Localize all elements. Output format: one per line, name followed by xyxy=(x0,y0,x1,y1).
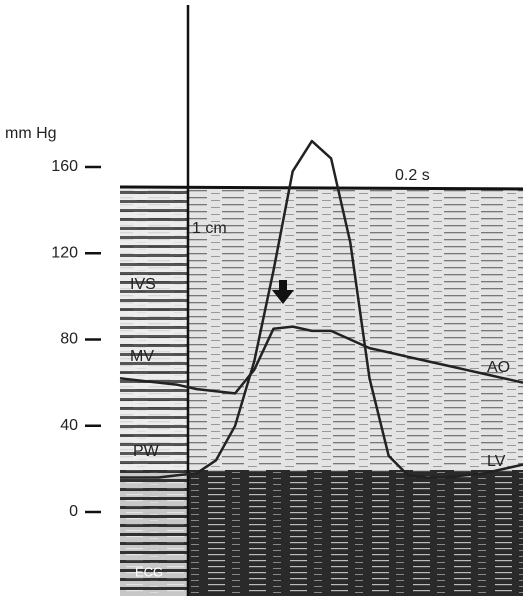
labels: mm Hg 0.2 s 1 cm IVS MV PW ECG xyxy=(5,125,430,579)
legend-entry: AO xyxy=(487,359,510,376)
time-scale-label: 0.2 s xyxy=(395,167,430,184)
y-axis-label: mm Hg xyxy=(5,125,57,142)
depth-scale-label: 1 cm xyxy=(192,220,227,237)
pressure-line xyxy=(119,325,523,395)
ecg-label: ECG xyxy=(135,564,163,579)
y-tick-label: 120 xyxy=(51,244,78,261)
echo-image xyxy=(119,5,523,596)
pw-label: PW xyxy=(133,443,160,460)
y-tick-label: 160 xyxy=(51,158,78,175)
y-tick-label: 80 xyxy=(60,331,78,348)
legend-entry: LV xyxy=(487,453,506,470)
mv-label: MV xyxy=(130,348,154,365)
y-tick-label: 0 xyxy=(69,503,78,520)
y-tick-label: 40 xyxy=(60,417,78,434)
ivs-label: IVS xyxy=(130,276,156,293)
pressure-line xyxy=(120,139,523,479)
